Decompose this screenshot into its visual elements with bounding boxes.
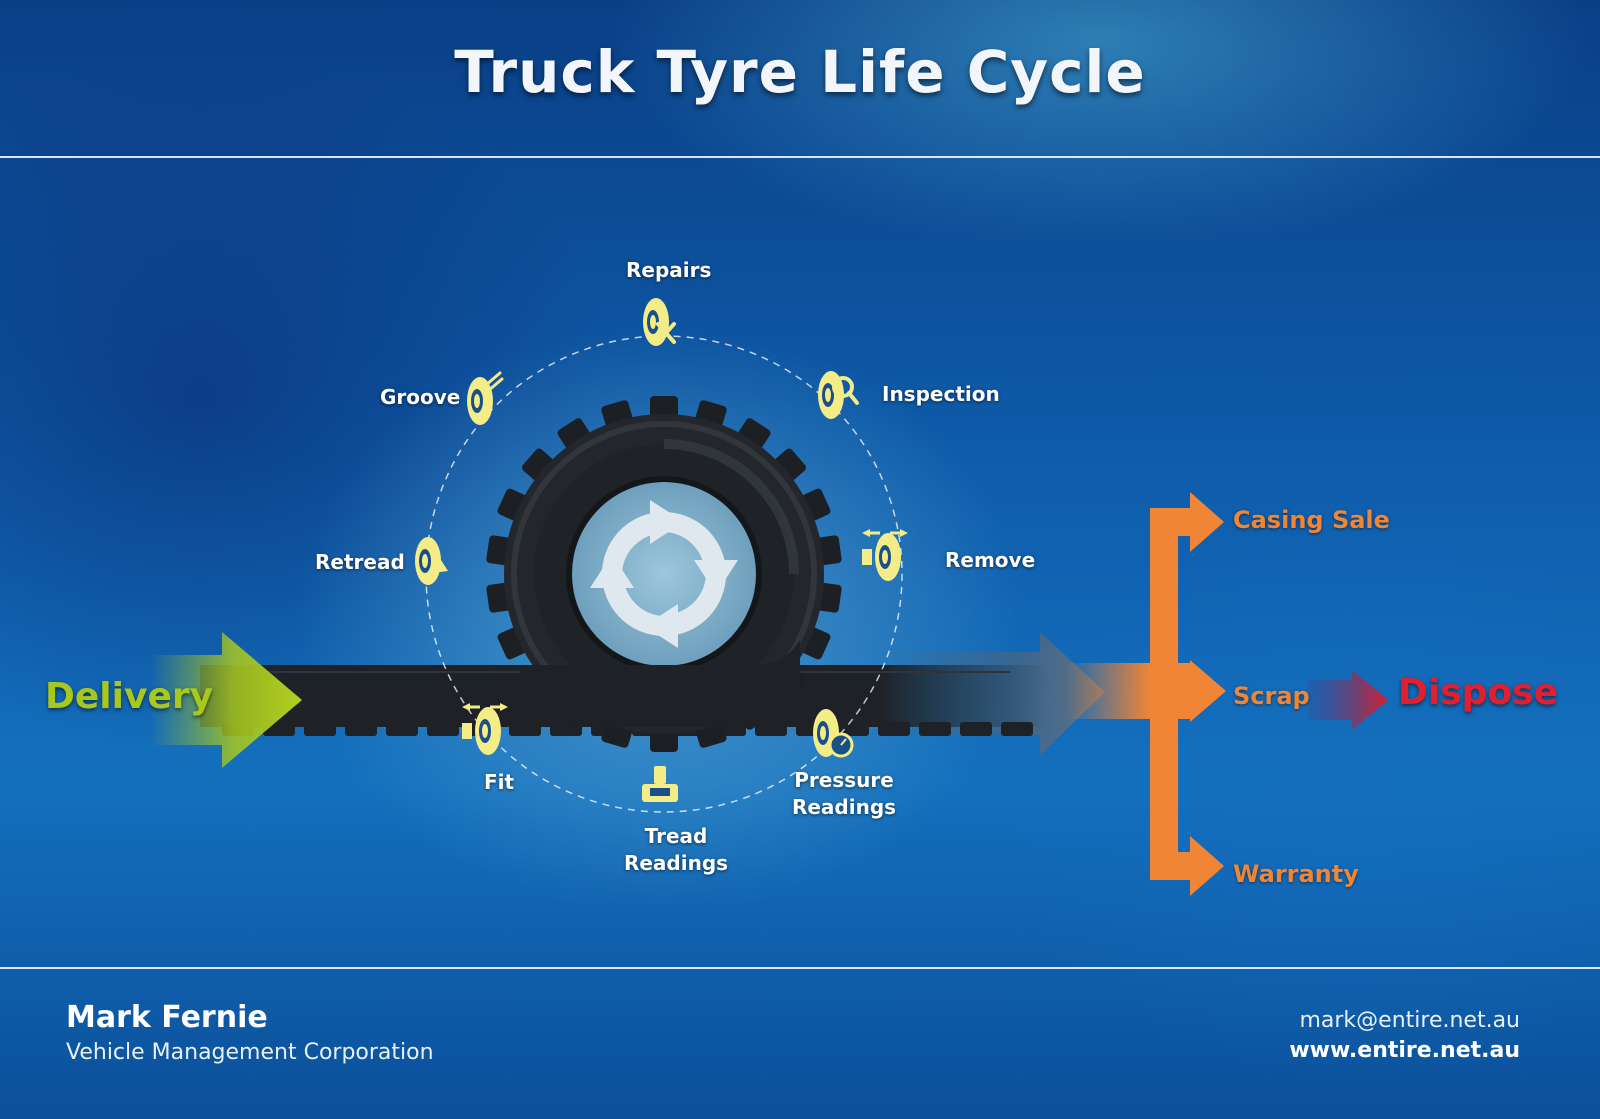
tread-line1: Tread xyxy=(644,824,708,848)
scrap-branch-arrow xyxy=(1185,660,1226,722)
pressure-line2: Readings xyxy=(791,795,897,819)
tyre-retread-icon xyxy=(415,537,448,585)
tyre-groove-icon xyxy=(467,371,504,425)
author-organization: Vehicle Management Corporation xyxy=(66,1040,434,1065)
tyre-remove-icon xyxy=(862,529,908,581)
tyre-fit-icon xyxy=(462,703,508,755)
header-divider xyxy=(0,156,1600,158)
tread-depth-gauge-icon xyxy=(642,766,678,802)
stage-label-remove: Remove xyxy=(945,548,1036,572)
stage-label-retread: Retread xyxy=(315,550,405,574)
outcome-branches xyxy=(1065,492,1226,896)
tyre-pressure-gauge-icon xyxy=(813,709,854,758)
stage-label-tread-readings: Tread Readings xyxy=(620,823,732,877)
stage-label-groove: Groove xyxy=(380,385,461,409)
casing-sale-arrow xyxy=(1178,492,1224,552)
outcome-scrap: Scrap xyxy=(1233,682,1310,710)
scrap-to-dispose-arrow xyxy=(1308,670,1388,730)
footer-divider xyxy=(0,967,1600,969)
author-name: Mark Fernie xyxy=(66,1000,268,1035)
stage-label-fit: Fit xyxy=(484,770,515,794)
delivery-label: Delivery xyxy=(45,676,214,717)
pressure-line1: Pressure xyxy=(794,768,894,792)
contact-email[interactable]: mark@entire.net.au xyxy=(1299,1008,1520,1033)
tyre-graphic xyxy=(486,396,842,752)
stage-label-repairs: Repairs xyxy=(626,258,712,282)
tyre-inspection-icon xyxy=(818,371,859,419)
circular-arrows-icon xyxy=(590,500,738,648)
contact-website[interactable]: www.entire.net.au xyxy=(1289,1038,1520,1063)
dispose-label: Dispose xyxy=(1398,672,1558,713)
tread-line2: Readings xyxy=(623,851,729,875)
outcome-casing-sale: Casing Sale xyxy=(1233,506,1390,534)
delivery-arrow xyxy=(150,632,302,768)
page-title: Truck Tyre Life Cycle xyxy=(454,38,1146,106)
tyre-repair-icon xyxy=(643,298,676,346)
stage-label-inspection: Inspection xyxy=(882,382,1000,406)
outcome-warranty: Warranty xyxy=(1233,860,1359,888)
warranty-arrow xyxy=(1178,836,1224,896)
stage-label-pressure-readings: Pressure Readings xyxy=(786,767,902,821)
